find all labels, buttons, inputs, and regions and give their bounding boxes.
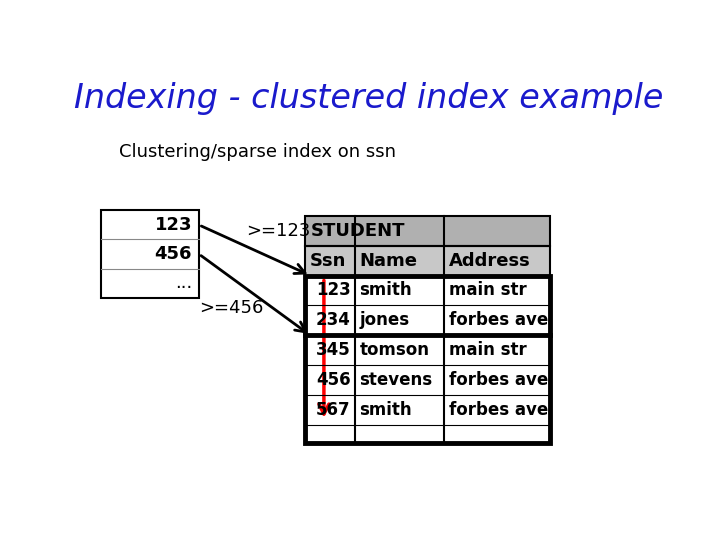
Text: STUDENT: STUDENT xyxy=(310,221,405,240)
Text: >=123: >=123 xyxy=(246,222,310,240)
Text: 456: 456 xyxy=(316,372,351,389)
Bar xyxy=(305,246,550,275)
Text: 123: 123 xyxy=(316,281,351,300)
Text: Ssn: Ssn xyxy=(310,252,346,269)
Bar xyxy=(305,395,550,425)
Bar xyxy=(305,425,550,443)
Bar xyxy=(305,335,550,366)
Text: 123: 123 xyxy=(155,216,192,234)
Text: forbes ave: forbes ave xyxy=(449,312,548,329)
Text: main str: main str xyxy=(449,281,526,300)
Bar xyxy=(305,306,550,335)
Text: 456: 456 xyxy=(155,245,192,263)
Bar xyxy=(305,215,550,246)
Text: Address: Address xyxy=(449,252,531,269)
Text: stevens: stevens xyxy=(359,372,433,389)
Text: 345: 345 xyxy=(316,341,351,360)
Text: smith: smith xyxy=(359,401,412,419)
Text: >=456: >=456 xyxy=(199,299,264,317)
Text: tomson: tomson xyxy=(359,341,430,360)
Text: forbes ave: forbes ave xyxy=(449,372,548,389)
Bar xyxy=(305,215,550,246)
Text: Clustering/sparse index on ssn: Clustering/sparse index on ssn xyxy=(119,143,396,161)
Text: forbes ave: forbes ave xyxy=(449,401,548,419)
Bar xyxy=(305,366,550,395)
Bar xyxy=(101,211,199,298)
Text: jones: jones xyxy=(359,312,410,329)
Text: 234: 234 xyxy=(315,312,351,329)
Text: 567: 567 xyxy=(316,401,351,419)
Text: smith: smith xyxy=(359,281,412,300)
Bar xyxy=(305,275,550,306)
Text: main str: main str xyxy=(449,341,526,360)
Bar xyxy=(305,246,550,275)
Text: ...: ... xyxy=(175,274,192,292)
Text: Name: Name xyxy=(359,252,418,269)
Text: Indexing - clustered index example: Indexing - clustered index example xyxy=(74,82,664,114)
Bar xyxy=(305,275,550,443)
